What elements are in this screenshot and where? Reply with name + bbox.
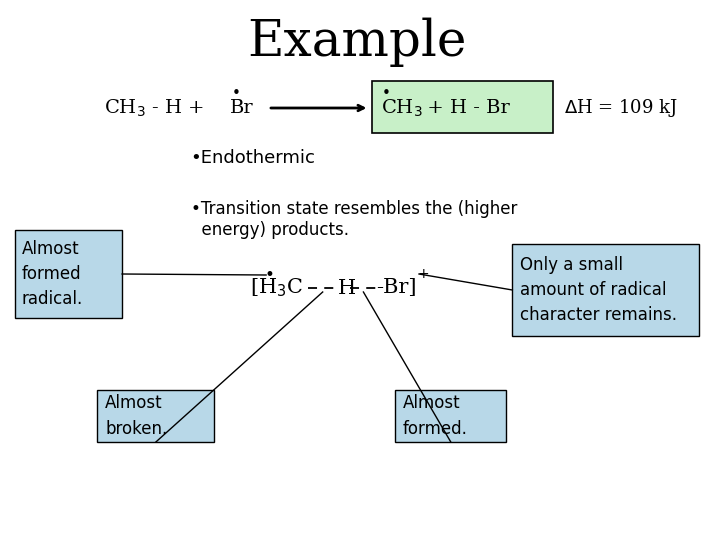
Text: [H$_3$C: [H$_3$C bbox=[251, 276, 303, 299]
Text: Only a small
amount of radical
character remains.: Only a small amount of radical character… bbox=[521, 256, 678, 324]
Text: + H - Br: + H - Br bbox=[421, 99, 510, 117]
Text: $\Delta$H = 109 kJ: $\Delta$H = 109 kJ bbox=[564, 97, 678, 119]
Text: +: + bbox=[417, 267, 428, 281]
Text: -Br]: -Br] bbox=[377, 279, 417, 298]
Text: •: • bbox=[231, 86, 240, 102]
Text: H: H bbox=[338, 279, 356, 298]
FancyBboxPatch shape bbox=[513, 244, 699, 336]
FancyBboxPatch shape bbox=[372, 81, 553, 133]
FancyBboxPatch shape bbox=[15, 230, 122, 318]
Text: •: • bbox=[264, 266, 274, 284]
Text: CH$_3$: CH$_3$ bbox=[382, 97, 423, 119]
Text: Br: Br bbox=[230, 99, 254, 117]
Text: Almost
formed.: Almost formed. bbox=[403, 395, 468, 437]
Text: Almost
broken.: Almost broken. bbox=[105, 395, 168, 437]
FancyBboxPatch shape bbox=[395, 390, 506, 442]
Text: Almost
formed
radical.: Almost formed radical. bbox=[22, 240, 83, 308]
Text: •: • bbox=[382, 86, 390, 102]
Text: •Transition state resembles the (higher
  energy) products.: •Transition state resembles the (higher … bbox=[191, 200, 517, 239]
Text: Example: Example bbox=[248, 17, 467, 67]
Text: •Endothermic: •Endothermic bbox=[191, 149, 315, 167]
FancyBboxPatch shape bbox=[97, 390, 215, 442]
Text: CH$_3$ - H +: CH$_3$ - H + bbox=[104, 97, 204, 119]
